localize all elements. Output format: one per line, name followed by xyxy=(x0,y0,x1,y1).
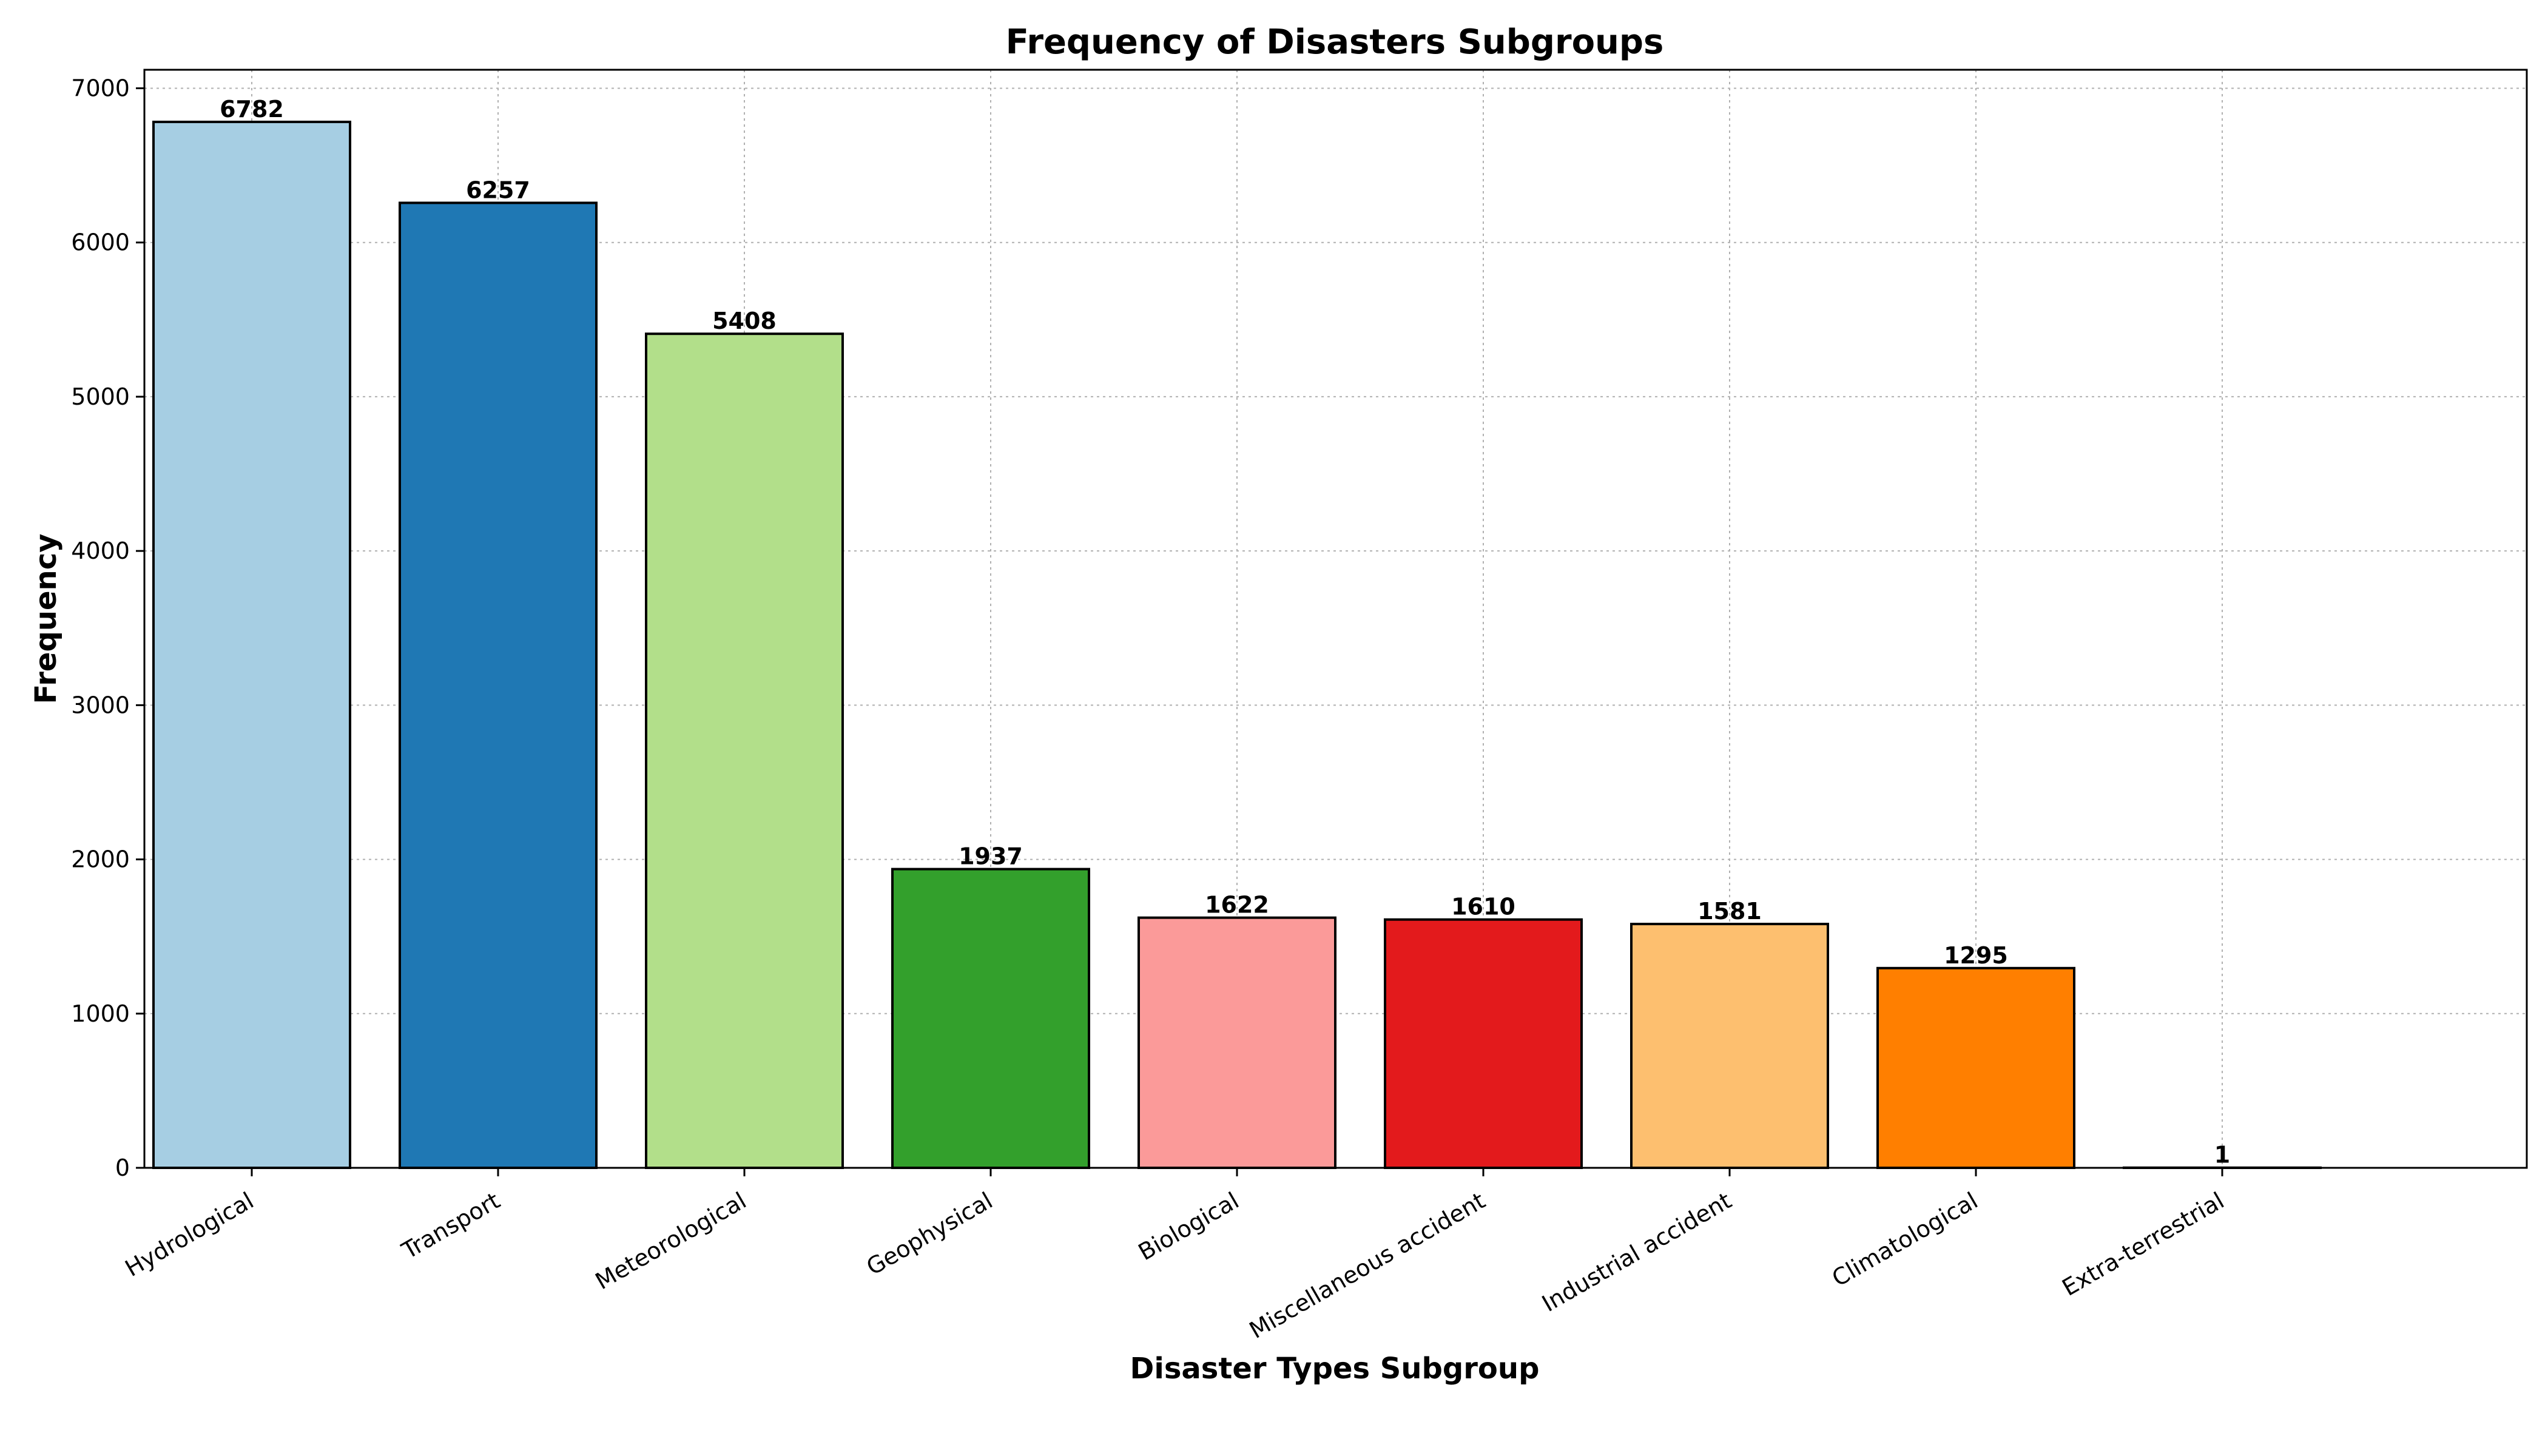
bar-transport xyxy=(399,201,598,1169)
bar-hydrological xyxy=(152,120,351,1169)
y-tick-label: 6000 xyxy=(71,229,130,256)
bar-industrial-accident xyxy=(1630,923,1829,1170)
x-axis-label: Disaster Types Subgroup xyxy=(1130,1352,1540,1386)
data-label: 6782 xyxy=(220,96,284,123)
data-label: 1295 xyxy=(1944,942,2008,969)
data-labels: 6782 6257 5408 1937 1622 1610 1581 1295 1 xyxy=(220,96,2230,1168)
y-tick-label: 7000 xyxy=(71,75,130,102)
x-tick-label: Miscellaneous accident xyxy=(1245,1187,1490,1344)
y-tick-label: 2000 xyxy=(71,846,130,873)
data-label: 1622 xyxy=(1205,892,1269,918)
y-tick-label: 3000 xyxy=(71,692,130,718)
data-label: 6257 xyxy=(466,177,530,203)
x-tick-label: Meteorological xyxy=(591,1187,751,1295)
bar-climatological xyxy=(1876,966,2075,1170)
plot-frame xyxy=(143,69,2528,1169)
data-label: 1581 xyxy=(1697,898,1762,925)
x-tick-label: Climatological xyxy=(1827,1187,1982,1292)
x-tick-label: Geophysical xyxy=(862,1187,997,1281)
x-tick-label: Biological xyxy=(1134,1187,1244,1266)
y-tick-label: 1000 xyxy=(71,1000,130,1027)
y-tick-label: 5000 xyxy=(71,383,130,410)
bar-meteorological xyxy=(645,332,844,1169)
bars xyxy=(152,120,2322,1170)
data-label: 1 xyxy=(2214,1142,2230,1168)
x-tick-label: Industrial accident xyxy=(1537,1187,1736,1317)
data-label: 1610 xyxy=(1451,894,1515,920)
bar-geophysical xyxy=(891,868,1090,1170)
x-tick-label: Extra-terrestrial xyxy=(2058,1187,2229,1301)
x-tick-label: Hydrological xyxy=(121,1187,258,1282)
y-axis-label: Frequency xyxy=(29,534,63,704)
y-tick-label: 4000 xyxy=(71,538,130,564)
bar-miscellaneous-accident xyxy=(1384,918,1583,1170)
chart-title: Frequency of Disasters Subgroups xyxy=(1006,22,1664,62)
bar-biological xyxy=(1138,916,1336,1170)
data-label: 1937 xyxy=(959,843,1023,870)
x-tick-label: Transport xyxy=(397,1187,504,1265)
data-label: 5408 xyxy=(712,308,777,334)
y-tick-label: 0 xyxy=(115,1154,130,1181)
